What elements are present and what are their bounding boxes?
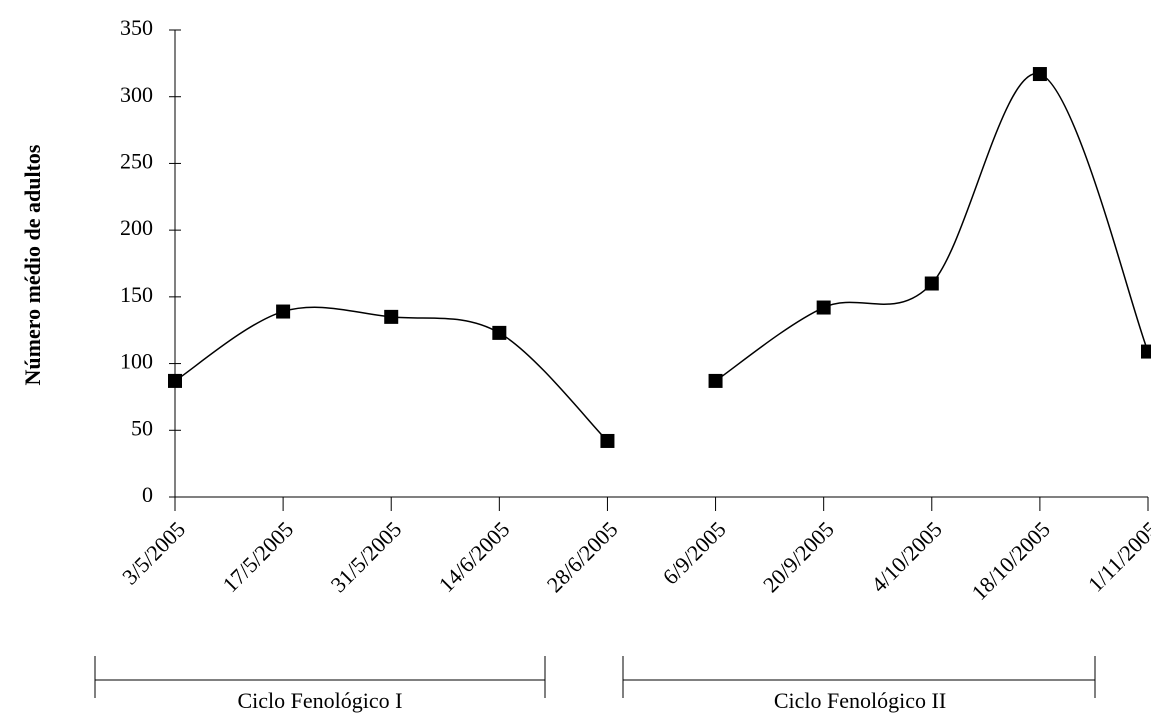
x-tick-label: 31/5/2005 — [326, 516, 407, 597]
marker — [1141, 344, 1151, 359]
y-tick-label: 300 — [120, 82, 153, 107]
annotation: Ciclo Fenológico II — [774, 688, 946, 713]
marker — [708, 373, 723, 388]
marker — [816, 300, 831, 315]
marker — [168, 373, 182, 388]
x-tick-label: 3/5/2005 — [117, 516, 190, 589]
y-tick-label: 350 — [120, 15, 153, 40]
y-tick-label: 100 — [120, 349, 153, 374]
marker — [1032, 67, 1047, 82]
x-tick-label: 4/10/2005 — [866, 516, 947, 597]
x-tick-label: 28/6/2005 — [542, 516, 623, 597]
marker — [384, 309, 399, 324]
x-tick-label: 6/9/2005 — [658, 516, 731, 589]
x-tick-label: 18/10/2005 — [966, 516, 1055, 605]
marker — [600, 433, 615, 448]
x-tick-label: 14/6/2005 — [434, 516, 515, 597]
y-tick-label: 250 — [120, 148, 153, 173]
y-tick-label: 0 — [142, 482, 153, 507]
marker — [276, 304, 291, 319]
y-tick-label: 150 — [120, 282, 153, 307]
line — [174, 306, 608, 442]
y-tick-label: 50 — [131, 415, 153, 440]
y-tick-label: 200 — [120, 215, 153, 240]
x-tick-label: 20/9/2005 — [758, 516, 839, 597]
marker — [492, 325, 507, 340]
line — [715, 73, 1149, 382]
marker — [924, 276, 939, 291]
x-tick-label: 17/5/2005 — [217, 516, 298, 597]
annotation: Ciclo Fenológico I — [238, 688, 403, 713]
y-axis-label: Número médio de adultos — [20, 144, 45, 385]
x-tick-label: 1/11/2005 — [1083, 516, 1151, 596]
